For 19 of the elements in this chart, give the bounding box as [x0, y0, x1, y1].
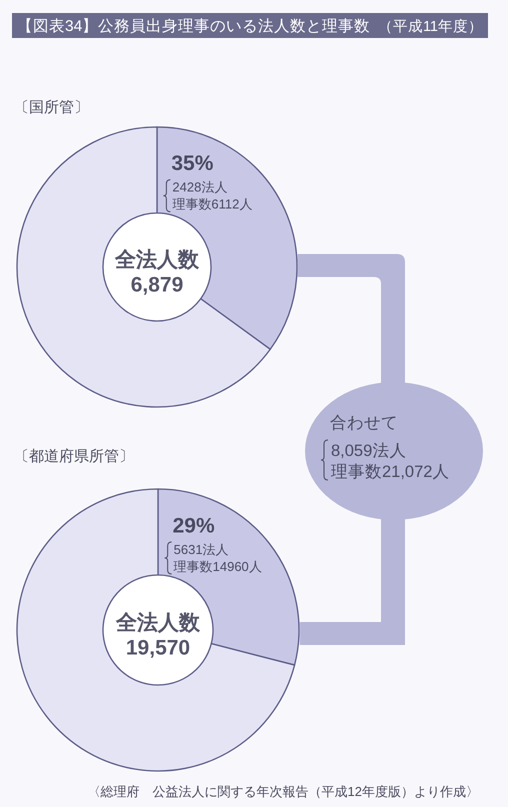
- text: 理事数6112人: [172, 196, 252, 212]
- data-label: 35%: [171, 152, 214, 176]
- text: 全法人数: [115, 612, 201, 634]
- donut-slice: [16, 488, 296, 772]
- text: 6,879: [130, 274, 184, 296]
- text: 理事数21,072人: [331, 463, 450, 481]
- text: 〈総理府 公益法人に関する年次報告（平成12年度版）より作成〉: [88, 784, 479, 799]
- text: 2428法人: [172, 180, 228, 195]
- text: 理事数14960人: [174, 558, 262, 574]
- text: 全法人数: [114, 248, 200, 272]
- text: 合わせて: [330, 414, 398, 432]
- text: 5631法人: [174, 542, 229, 557]
- text: 〔国所管〕: [14, 99, 89, 116]
- text: （平成11年度）: [378, 18, 483, 35]
- data-label: 29%: [172, 514, 215, 538]
- text: 8,059法人: [331, 442, 406, 460]
- chart-title: 【図表34】公務員出身理事のいる法人数と理事数: [17, 17, 370, 35]
- text: 〔都道府県所管〕: [14, 448, 134, 465]
- text: 19,570: [126, 636, 190, 660]
